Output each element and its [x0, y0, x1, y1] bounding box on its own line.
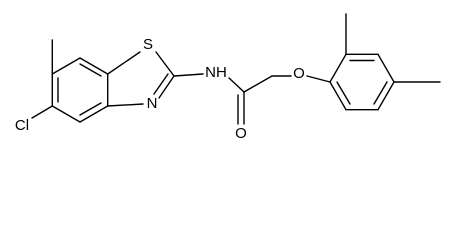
bond	[373, 81, 388, 105]
bond	[155, 51, 175, 77]
bond	[329, 53, 347, 83]
bond	[173, 73, 204, 77]
bond	[329, 81, 347, 111]
structure-diagram: Cl S N NH O O	[15, 13, 441, 142]
atom-label: NH	[205, 64, 227, 81]
bond	[158, 75, 175, 99]
bonds	[31, 13, 441, 125]
atom-label: O	[235, 125, 247, 142]
bond	[153, 73, 169, 95]
bond	[79, 102, 102, 116]
bond	[377, 81, 395, 111]
bond	[79, 57, 109, 75]
atom-label: S	[143, 36, 153, 53]
bond	[228, 77, 245, 93]
bond	[336, 81, 351, 105]
bond	[243, 75, 273, 93]
bond	[106, 103, 144, 107]
bond	[79, 105, 109, 123]
bond	[306, 75, 331, 83]
bond	[377, 53, 395, 83]
bond	[51, 57, 81, 75]
bond	[79, 63, 102, 77]
bond	[106, 51, 141, 75]
atom-label: N	[147, 95, 158, 112]
atom-label: O	[293, 65, 305, 82]
bond	[51, 105, 81, 123]
atom-labels: Cl S N NH O O	[15, 36, 305, 142]
bond	[31, 105, 53, 119]
atom-label: Cl	[15, 117, 29, 134]
